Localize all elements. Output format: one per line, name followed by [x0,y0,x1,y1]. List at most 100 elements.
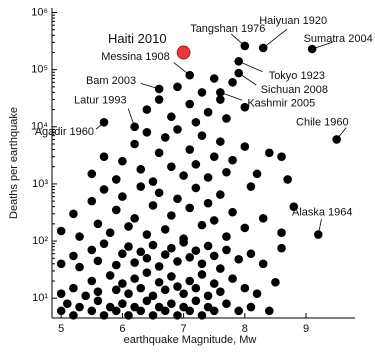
point [203,107,213,117]
point [277,243,286,253]
point [173,282,182,291]
point [69,311,78,320]
point [197,311,207,320]
point [197,131,207,140]
leader-line [238,60,263,73]
point [240,283,250,293]
annotation: Sumatra 2004 [304,33,373,45]
x-tick-label: 7 [181,323,187,335]
point [142,105,152,114]
annotated-point [154,84,164,94]
point [142,253,152,263]
point [209,251,219,261]
point [130,214,139,223]
point [142,268,152,277]
point [222,245,231,255]
point [75,262,84,272]
point [197,220,207,230]
annotation: Tangshan 1976 [190,23,265,35]
point [185,306,195,316]
point [105,302,115,312]
point [185,203,195,213]
point [99,239,109,248]
point [160,225,170,234]
annotation: Bam 2003 [86,75,136,87]
annotation: Agadir 1960 [35,126,94,138]
point [197,259,207,269]
point [228,78,237,87]
point [240,102,250,112]
point [118,299,127,309]
point [252,289,262,298]
point [148,291,158,301]
point [56,226,66,236]
point [69,209,78,219]
point [167,112,176,122]
point [222,167,231,177]
point [222,114,231,123]
point [216,137,225,146]
point [265,306,274,316]
point [160,285,170,295]
point [167,162,176,172]
point [246,182,256,191]
point [56,289,66,298]
point [203,302,213,312]
point [240,223,250,233]
point [130,274,139,283]
point [197,270,207,279]
annotation: Latur 1993 [74,95,127,107]
point [277,152,286,161]
point [160,133,170,142]
point [191,246,201,255]
point [87,276,97,286]
point [87,196,97,206]
point [93,296,103,306]
point [234,306,243,316]
x-tick-label: 9 [303,323,309,335]
annotated-point [332,135,341,144]
point [216,95,225,104]
point [179,234,188,243]
point [93,287,103,296]
point [111,260,121,270]
point [167,272,176,281]
point [124,222,133,231]
point [271,277,280,287]
point [228,207,237,217]
point [136,247,146,257]
point [69,283,78,293]
point [118,279,127,288]
point [203,198,213,208]
x-tick-label: 6 [119,323,125,335]
point [154,302,164,312]
y-axis-label: Deaths per earthquake [8,107,20,219]
point [252,169,262,179]
point [124,289,133,298]
y-tick-label: 10⁴ [31,121,48,133]
point [246,302,256,312]
point [216,264,225,273]
point [283,175,292,184]
point [148,201,158,210]
point [173,257,182,266]
point [191,183,201,193]
point [56,306,66,316]
point [148,240,158,250]
annotation: Chile 1960 [296,116,349,128]
point [209,74,219,83]
annotation: Sichuan 2008 [261,84,328,96]
point [258,214,268,223]
leader-line [262,28,288,49]
point [185,276,195,286]
point [154,262,164,271]
point [87,306,97,316]
point [111,306,121,316]
annotated-point [234,68,243,78]
annotation: Tokyo 1923 [269,70,325,82]
point [142,296,152,306]
annotation: Haiti 2010 [108,31,167,46]
point [75,232,84,241]
point [191,160,201,169]
y-tick-label: 10³ [32,178,48,190]
